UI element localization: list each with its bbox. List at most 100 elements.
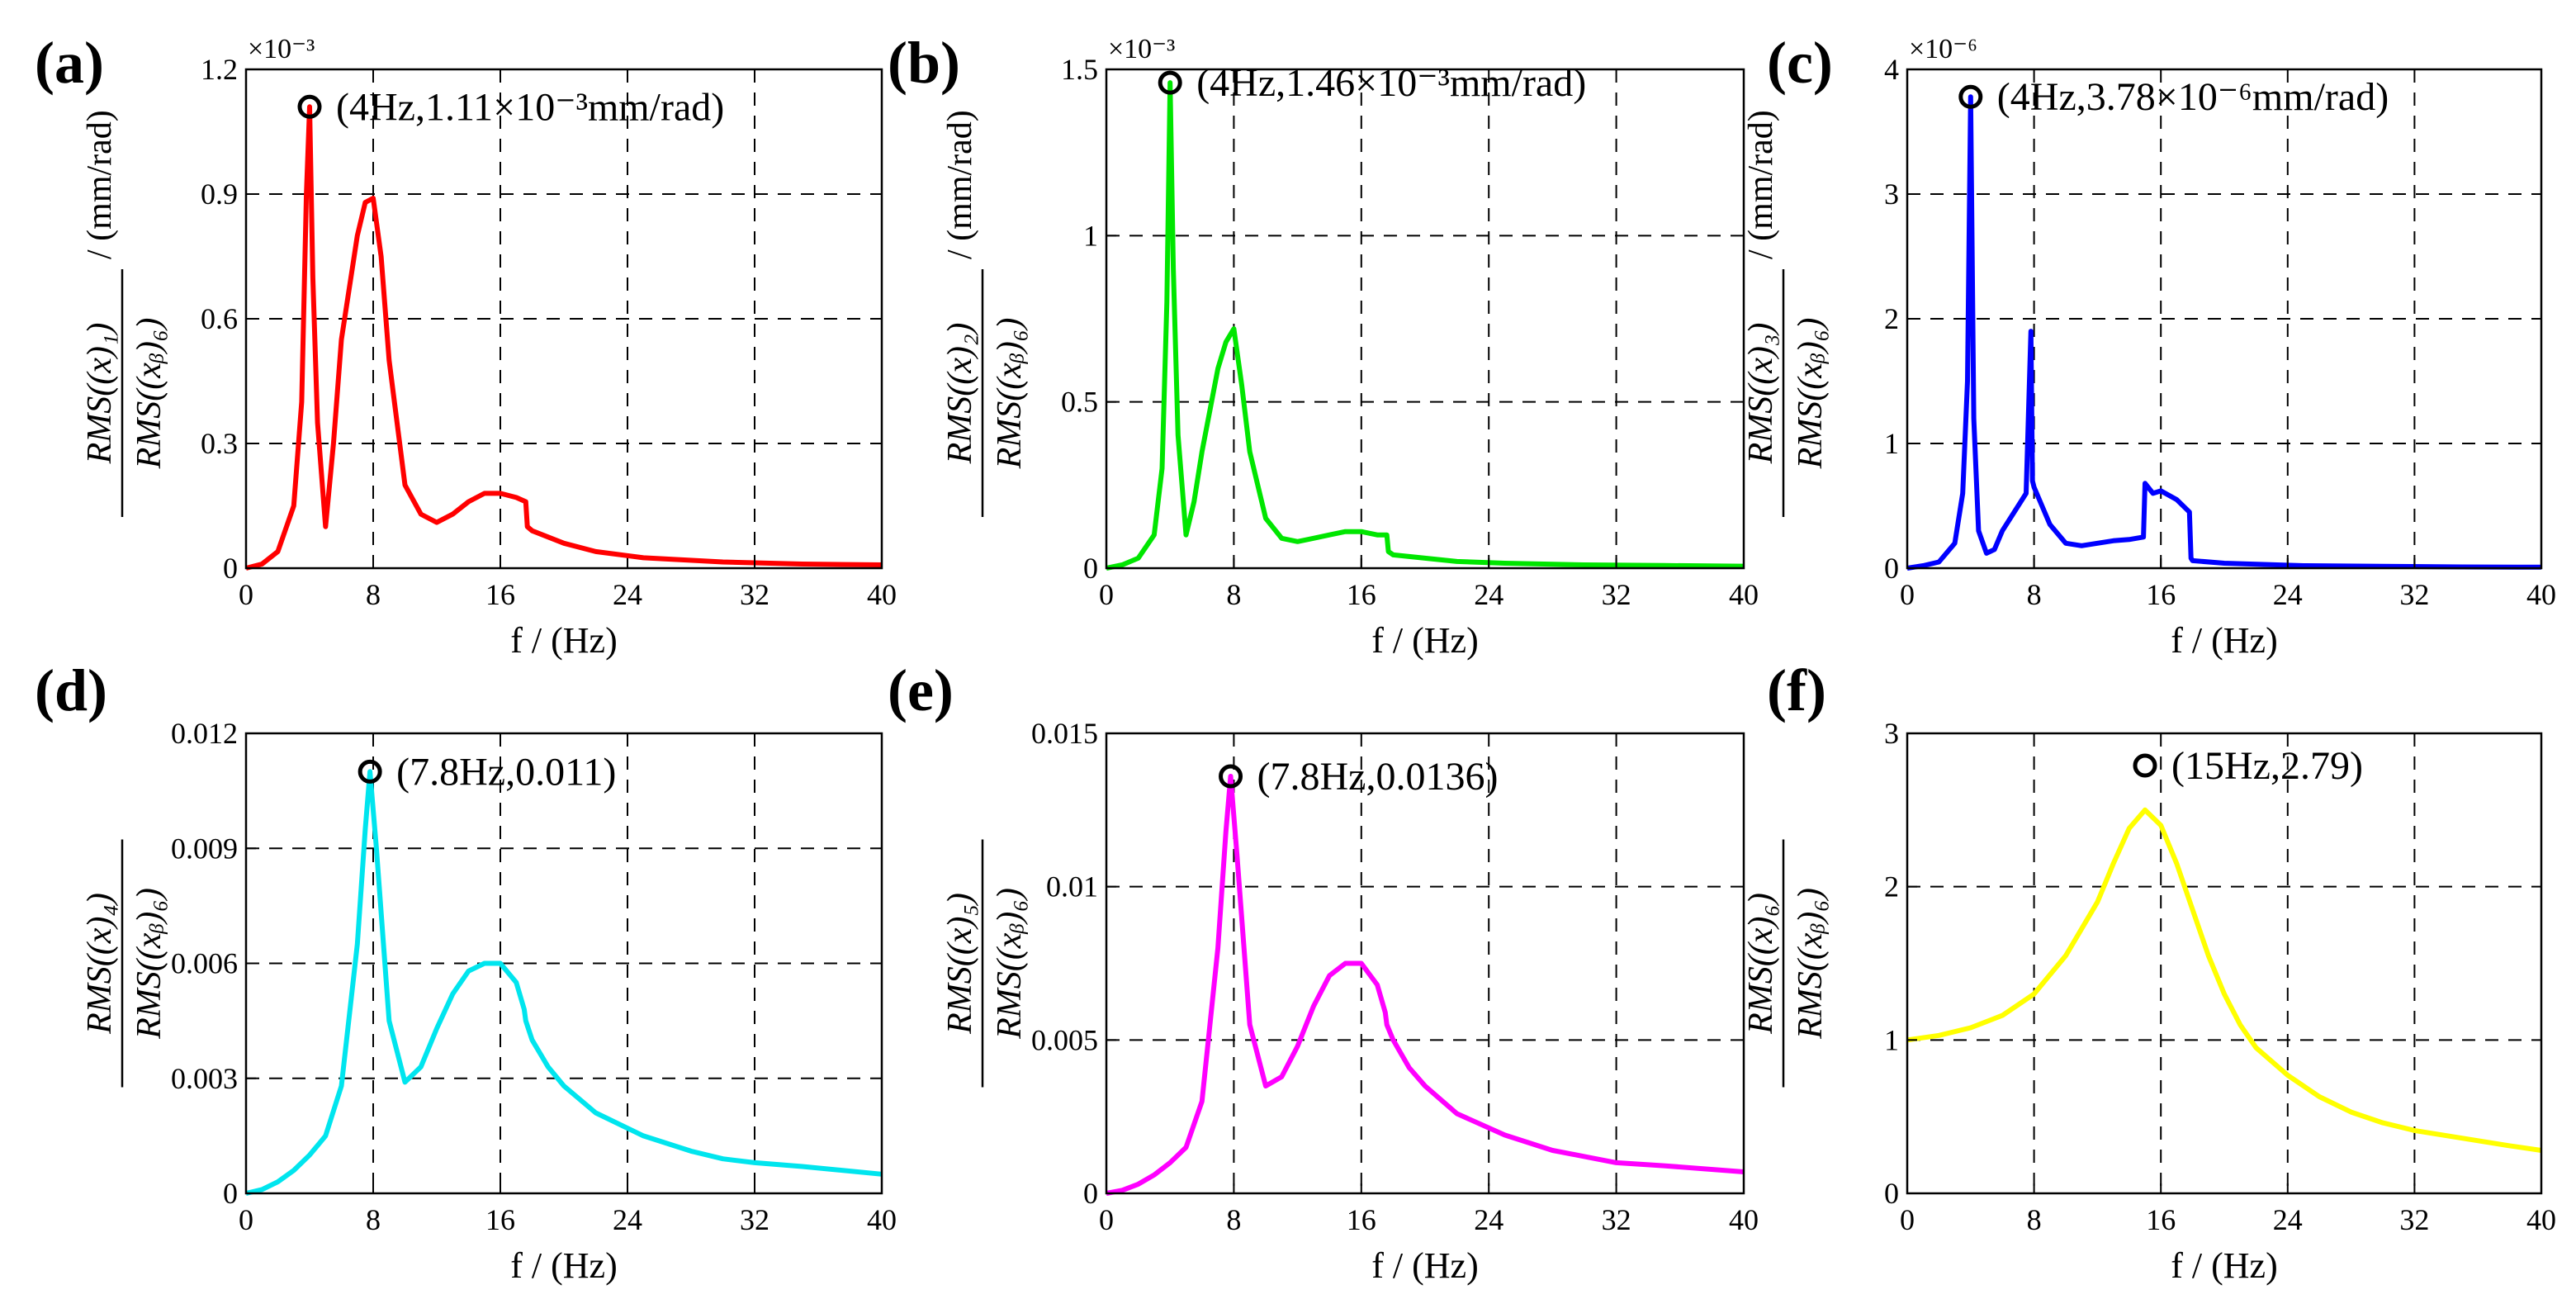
chart-panel-d: (d) 0 8 16 24 32 40 0 0.003 0.006 0.009 0.012 f / (H… [35, 657, 897, 1286]
y-tick-label: 3 [1884, 178, 1899, 211]
chart-panel-e: (e) 0 8 16 24 32 40 0 0.005 0.01 0.015 f / (Hz) RMS(… [888, 657, 1759, 1286]
peak-marker [1158, 70, 1182, 95]
x-tick-label: 0 [1099, 578, 1114, 611]
panel-label: (f) [1767, 657, 1826, 723]
peak-marker [2133, 753, 2157, 778]
y-tick-label: 0 [1884, 552, 1899, 585]
y-axis-label: RMS((x)₁) RMS((xᵦ)₆) / (mm/rad) [81, 110, 168, 517]
y-tick-label: 0.3 [201, 427, 238, 460]
x-tick-label: 16 [1347, 578, 1376, 611]
x-tick-label: 32 [1602, 578, 1631, 611]
x-tick-label: 32 [2399, 1203, 2429, 1236]
y-axis-label: RMS((x)₆) RMS((xᵦ)₆) [1742, 839, 1830, 1088]
panel-label: (e) [888, 657, 954, 723]
peak-annotation: (4Hz,1.11×10⁻³mm/rad) [336, 85, 724, 129]
y-label-denominator: RMS((xᵦ)₆) [1792, 888, 1830, 1040]
y-label-unit: / (mm/rad) [1742, 110, 1780, 259]
y-axis-label: RMS((x)₃) RMS((xᵦ)₆) / (mm/rad) [1742, 110, 1830, 517]
peak-annotation: (15Hz,2.79) [2171, 744, 2363, 788]
x-tick-label: 16 [1347, 1203, 1376, 1236]
y-tick-label: 0.015 [1031, 717, 1098, 750]
y-label-numerator: RMS((x)₅) [941, 893, 979, 1035]
peak-annotation: (4Hz,1.46×10⁻³mm/rad) [1196, 61, 1586, 105]
y-tick-label: 4 [1884, 53, 1899, 86]
y-tick-label: 0 [1083, 1177, 1098, 1210]
y-label-denominator: RMS((xᵦ)₆) [991, 318, 1029, 470]
x-tick-label: 32 [1602, 1203, 1631, 1236]
series-line [245, 104, 883, 571]
y-tick-label: 0 [1884, 1177, 1899, 1210]
x-tick-label: 24 [1474, 1203, 1503, 1236]
x-tick-label: 8 [1226, 578, 1241, 611]
y-tick-label: 1.5 [1061, 53, 1098, 86]
y-tick-label: 0.009 [171, 832, 238, 865]
y-label-numerator: RMS((x)₆) [1742, 893, 1780, 1035]
x-tick-label: 16 [2146, 1203, 2176, 1236]
y-tick-label: 0.003 [171, 1062, 238, 1095]
y-label-numerator: RMS((x)₃) [1742, 323, 1780, 465]
peak-marker [358, 759, 382, 784]
x-tick-label: 40 [1729, 1203, 1759, 1236]
x-tick-label: 24 [2273, 1203, 2303, 1236]
y-tick-label: 1 [1884, 1023, 1899, 1056]
x-tick-label: 32 [740, 578, 769, 611]
x-axis-label: f / (Hz) [2171, 1245, 2278, 1286]
x-tick-label: 8 [366, 578, 381, 611]
axis-multiplier: ×10⁻⁶ [1909, 34, 1977, 64]
x-tick-label: 0 [1900, 578, 1915, 611]
series-line [245, 769, 883, 1196]
x-axis-label: f / (Hz) [2171, 620, 2278, 661]
x-tick-label: 8 [1226, 1203, 1241, 1236]
x-tick-label: 40 [2526, 1203, 2556, 1236]
chart-panel-b: (b) 0 8 16 24 32 40 0 0.5 1 1.5 ×10⁻³ f / (Hz) RMS((x… [888, 30, 1759, 661]
y-tick-label: 2 [1884, 870, 1899, 903]
peak-annotation: (4Hz,3.78×10⁻⁶mm/rad) [1997, 75, 2389, 119]
series-line [1906, 94, 2542, 571]
series-line [1906, 807, 2542, 1153]
x-axis-label: f / (Hz) [510, 1245, 618, 1286]
x-tick-label: 16 [2146, 578, 2176, 611]
y-tick-label: 0.012 [171, 717, 238, 750]
axes-box [1906, 732, 2543, 1195]
panel-label: (b) [888, 30, 960, 96]
x-tick-label: 40 [867, 578, 897, 611]
axes-box [1105, 732, 1745, 1195]
y-tick-label: 0 [223, 552, 238, 585]
x-tick-label: 24 [613, 1203, 642, 1236]
y-axis-label: RMS((x)₄) RMS((xᵦ)₆) [81, 839, 168, 1088]
y-tick-label: 2 [1884, 302, 1899, 335]
axes-box [1105, 68, 1745, 570]
series-line [1106, 80, 1745, 571]
x-tick-label: 24 [613, 578, 642, 611]
x-tick-label: 32 [2399, 578, 2429, 611]
x-tick-label: 0 [1099, 1203, 1114, 1236]
y-axis-label: RMS((x)₅) RMS((xᵦ)₆) [941, 839, 1029, 1088]
x-tick-label: 0 [1900, 1203, 1915, 1236]
y-tick-label: 0.006 [171, 947, 238, 980]
x-tick-label: 8 [2027, 1203, 2042, 1236]
y-label-denominator: RMS((xᵦ)₆) [130, 318, 168, 470]
x-axis-label: f / (Hz) [510, 620, 618, 661]
y-label-unit: / (mm/rad) [941, 110, 979, 259]
y-tick-label: 0.6 [201, 302, 238, 335]
y-tick-label: 3 [1884, 717, 1899, 750]
x-axis-label: f / (Hz) [1371, 620, 1479, 661]
y-tick-label: 0 [223, 1177, 238, 1210]
axis-multiplier: ×10⁻³ [1108, 34, 1175, 64]
y-tick-label: 0.005 [1031, 1023, 1098, 1056]
y-tick-label: 0.01 [1046, 870, 1098, 903]
x-tick-label: 32 [740, 1203, 769, 1236]
y-tick-label: 0.9 [201, 178, 238, 211]
y-tick-label: 0.5 [1061, 386, 1098, 419]
x-axis-label: f / (Hz) [1371, 1245, 1479, 1286]
y-label-denominator: RMS((xᵦ)₆) [991, 888, 1029, 1040]
x-tick-label: 40 [867, 1203, 897, 1236]
y-label-denominator: RMS((xᵦ)₆) [130, 888, 168, 1040]
series-line [1106, 774, 1745, 1196]
x-tick-label: 40 [2526, 578, 2556, 611]
peak-marker [1219, 764, 1243, 789]
y-tick-label: 1 [1083, 219, 1098, 252]
y-label-numerator: RMS((x)₁) [81, 323, 119, 465]
